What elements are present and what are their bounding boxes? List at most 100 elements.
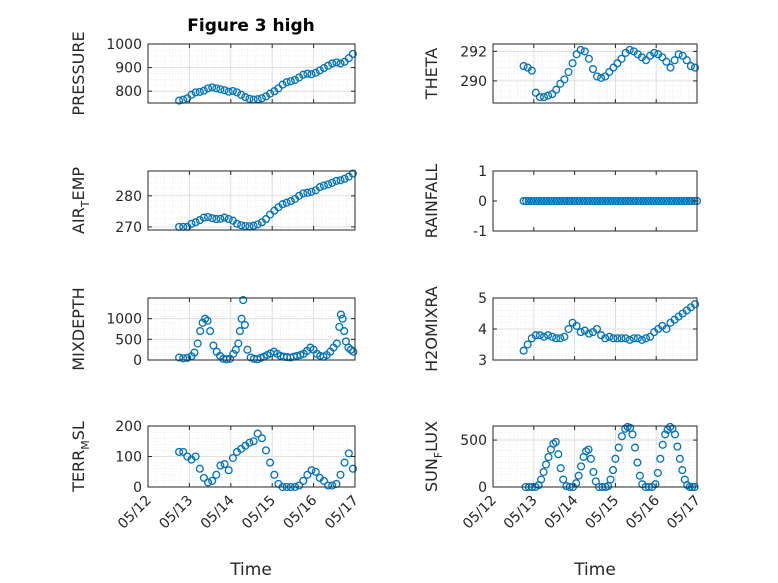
data-point (529, 196, 538, 206)
data-point (564, 67, 573, 77)
data-point (266, 458, 275, 467)
y-axis-label-main: H2OMIXRA (422, 286, 441, 372)
y-tick-label: 0 (478, 194, 487, 210)
data-point (560, 332, 569, 341)
data-point (199, 213, 208, 222)
data-point (237, 90, 246, 99)
data-point (547, 196, 556, 206)
data-point (212, 84, 221, 93)
data-point (348, 464, 357, 473)
data-point (332, 339, 341, 348)
data-point (617, 432, 626, 441)
data-point (216, 461, 225, 470)
data-point (537, 475, 546, 484)
data-point (535, 331, 544, 340)
axes-box (147, 297, 356, 361)
y-axis-label-subscript: M (79, 440, 92, 450)
y-tick-label: 100 (115, 450, 142, 466)
data-point (531, 88, 540, 97)
x-tick-label: 05/13 (501, 493, 541, 533)
data-point (685, 196, 694, 206)
data-point (535, 93, 544, 102)
x-tick-label: 05/14 (198, 492, 238, 532)
data-point (307, 466, 316, 475)
data-point (175, 353, 184, 362)
data-point (324, 481, 333, 490)
panel-h2omixra: 3 4 5 H2OMIXRA (422, 286, 700, 372)
data-point (658, 440, 667, 449)
panel-sun_flux: 0 500 05/12 05/13 05/14 05/15 05/16 05/17 SUNFLU… (422, 421, 704, 532)
data-point (203, 212, 213, 222)
data-point (556, 334, 565, 343)
data-point (682, 56, 691, 65)
data-point (175, 447, 184, 456)
y-axis-label-main: PRESSURE (69, 31, 88, 115)
data-point (635, 471, 644, 480)
data-point (303, 470, 312, 479)
data-point (583, 196, 592, 206)
data-point (552, 334, 561, 343)
data-point (570, 196, 579, 206)
data-point (245, 94, 254, 103)
data-point (609, 334, 618, 343)
y-tick-label: 3 (478, 353, 487, 369)
data-point (311, 68, 320, 77)
data-point (589, 467, 598, 477)
data-point (613, 334, 622, 343)
data-point (606, 196, 615, 206)
data-point (644, 196, 653, 206)
data-point (524, 196, 533, 206)
data-point (266, 89, 275, 98)
y-axis-label-main: RAINFALL (422, 164, 441, 239)
data-point (249, 221, 258, 230)
data-point (576, 328, 585, 337)
data-point (319, 181, 328, 190)
data-point (206, 327, 215, 336)
data-point (253, 220, 262, 229)
data-point (336, 59, 345, 68)
data-point (585, 196, 594, 206)
data-point (311, 467, 320, 476)
x-tick-label: 05/17 (664, 493, 704, 533)
data-point (338, 314, 347, 323)
y-tick-label: 5 (478, 291, 487, 307)
data-point (628, 430, 637, 439)
y-tick-label: 4 (478, 322, 487, 338)
data-point (637, 335, 646, 344)
data-point (290, 75, 300, 84)
y-tick-label: 270 (115, 220, 142, 236)
data-point (191, 452, 200, 461)
panel-air_temp: 270 280 AIRTEMP (69, 167, 357, 236)
y-tick-label: 292 (460, 44, 487, 60)
x-tick-label: 05/15 (582, 493, 622, 533)
data-point (574, 471, 583, 480)
data-point (199, 86, 208, 95)
axes-box (147, 170, 356, 231)
x-tick-label: 05/16 (281, 492, 321, 532)
data-point (196, 327, 205, 336)
data-point (193, 339, 202, 348)
data-point (232, 219, 242, 228)
panel-rainfall: -1 0 1 RAINFALL (422, 164, 702, 240)
axes-box (492, 43, 698, 104)
data-point (522, 196, 531, 206)
data-point (690, 300, 700, 309)
data-point (608, 466, 618, 475)
x-tick-label: 05/16 (623, 492, 663, 532)
data-point (541, 460, 551, 469)
data-point (237, 314, 246, 323)
data-point (203, 478, 213, 487)
y-tick-label: 1 (478, 164, 487, 180)
data-point (299, 70, 308, 79)
x-tick-label: 05/15 (239, 493, 279, 533)
data-point (203, 84, 213, 93)
data-point (195, 464, 204, 473)
y-axis-label-main: AIR (69, 207, 88, 234)
data-point (544, 331, 553, 340)
data-point (234, 339, 243, 348)
data-point (253, 429, 262, 438)
data-point (584, 54, 593, 63)
data-point (319, 476, 328, 485)
data-point (175, 96, 184, 105)
data-point (641, 56, 651, 65)
